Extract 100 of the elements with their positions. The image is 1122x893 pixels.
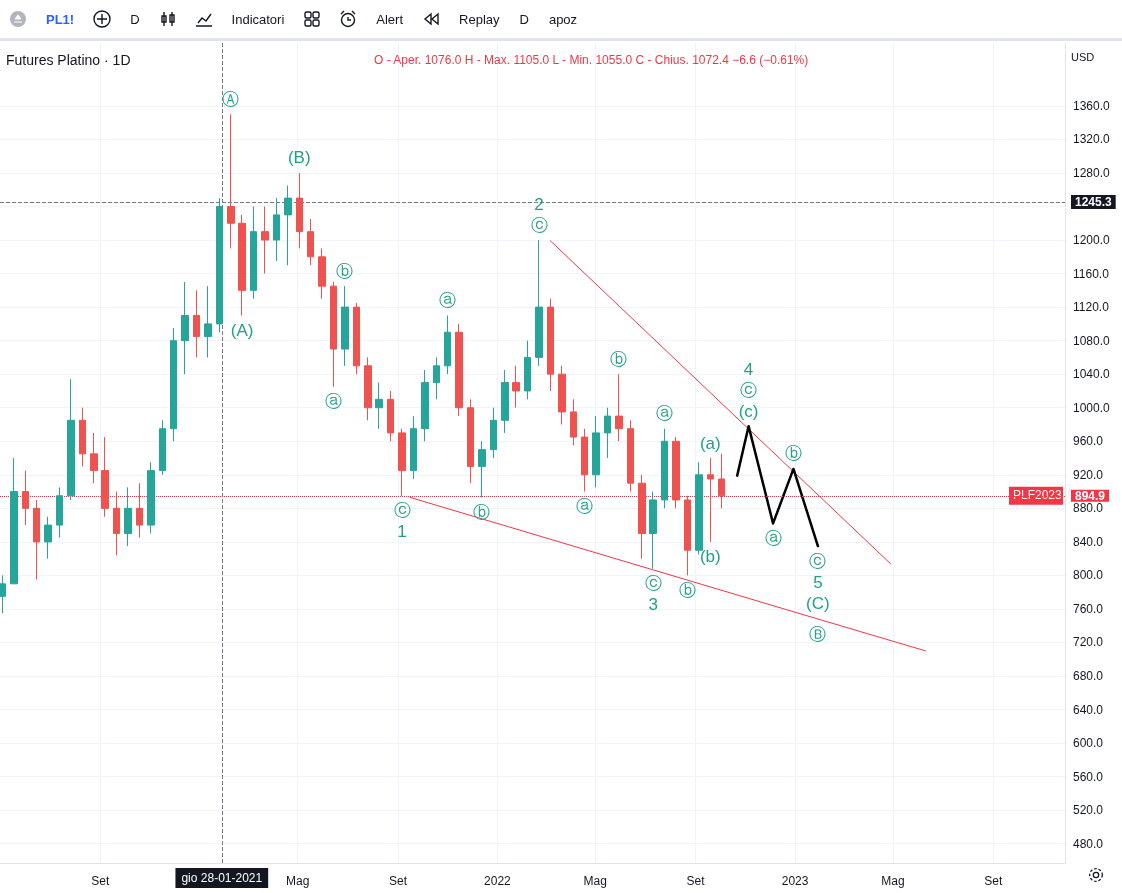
- candlestick: [101, 436, 109, 518]
- candlestick: [159, 419, 166, 476]
- annotation: ⓑ: [473, 502, 491, 522]
- candlestick: [170, 327, 177, 442]
- candlestick: [22, 470, 29, 526]
- candlestick: [444, 314, 451, 375]
- y-tick-label: 1120.0: [1073, 300, 1110, 315]
- candlestick: [581, 428, 588, 493]
- y-tick-label: 680.0: [1073, 669, 1104, 684]
- candlestick: [478, 440, 486, 498]
- x-tick-label: Mag: [285, 874, 310, 888]
- annotation: 3: [648, 595, 658, 615]
- candlestick: [90, 432, 98, 484]
- annotation: 4: [743, 359, 754, 379]
- y-tick-label: 1360.0: [1073, 98, 1111, 113]
- annotation: 5: [813, 572, 823, 592]
- text: PL1!: [46, 11, 75, 27]
- y-tick-label: 600.0: [1073, 736, 1104, 751]
- annotation: (b): [699, 547, 721, 567]
- candlestick: [718, 453, 725, 509]
- text: Futures Platino · 1D: [6, 52, 131, 68]
- annotation: ⓑ: [610, 349, 628, 369]
- candlestick: [10, 457, 18, 585]
- annotation: 1: [397, 522, 407, 542]
- candlestick: [124, 486, 132, 547]
- x-tick-label: Set: [388, 874, 408, 888]
- candlestick: [238, 214, 246, 316]
- x-tick-label: 2023: [781, 874, 809, 888]
- candlestick: [284, 185, 292, 266]
- candlestick: [364, 356, 372, 421]
- y-tick-label: 560.0: [1073, 769, 1104, 784]
- y-tick-label: 520.0: [1073, 803, 1104, 818]
- candlestick: [707, 457, 714, 543]
- candlestick: [672, 436, 680, 509]
- y-axis-title: USD: [1071, 50, 1095, 63]
- candlestick: [421, 369, 429, 442]
- candlestick: [44, 516, 52, 560]
- candlestick: [547, 298, 554, 392]
- annotation: ⓑ: [784, 444, 802, 464]
- candlestick: [318, 247, 326, 300]
- y-tick-label: 1245.3: [1075, 195, 1113, 210]
- candlestick: [33, 499, 40, 581]
- text: O - Aper. 1076.0 H - Max. 1105.0 L - Min. 1055.0 C - Chius. 1072.4 −6.6 (−0.61%): [374, 53, 809, 67]
- annotation: ⓑ: [678, 580, 696, 600]
- candlestick: [558, 365, 566, 425]
- annotation: ⓐ: [325, 392, 343, 412]
- annotation: ⓐ: [764, 528, 782, 548]
- candlestick: [638, 474, 646, 560]
- candlestick: [467, 398, 474, 484]
- candlestick: [0, 574, 6, 614]
- candlestick: [398, 428, 406, 497]
- annotation: ⓐ: [576, 497, 594, 517]
- candlestick: [512, 365, 520, 409]
- y-tick-label: 800.0: [1073, 568, 1104, 583]
- x-tick-label: Set: [984, 874, 1003, 888]
- candlestick: [375, 382, 383, 430]
- candlestick: [490, 407, 497, 459]
- y-tick-label: 1200.0: [1073, 233, 1111, 248]
- candlestick: [615, 373, 623, 442]
- annotation: ⓐ: [656, 404, 674, 424]
- candlestick: [341, 285, 349, 367]
- text: Replay: [459, 11, 500, 27]
- candlestick: [56, 486, 63, 539]
- y-tick-label: 640.0: [1073, 702, 1104, 717]
- annotation: Ⓑ: [809, 624, 827, 644]
- x-tick-label: Set: [91, 874, 110, 888]
- candlestick: [261, 206, 269, 275]
- candlestick: [433, 356, 440, 400]
- candlestick: [353, 302, 360, 375]
- candlestick: [216, 197, 223, 333]
- text: D: [519, 11, 529, 27]
- ref-line-label: gio 28-01-2021: [181, 871, 263, 885]
- candlestick: [649, 491, 657, 570]
- candlestick: [307, 218, 314, 266]
- candlestick: [627, 419, 634, 493]
- candlestick: [79, 407, 86, 467]
- x-tick-label: 2022: [484, 874, 512, 888]
- annotation: (c): [738, 401, 759, 421]
- annotation: ⓒ: [740, 380, 758, 400]
- y-tick-label: 1080.0: [1073, 333, 1111, 348]
- annotation: ⓒ: [393, 501, 411, 521]
- y-tick-label: 1320.0: [1073, 132, 1111, 147]
- candlestick: [67, 378, 75, 501]
- candlestick: [204, 285, 212, 358]
- y-tick-label: 920.0: [1073, 467, 1104, 482]
- y-tick-label: 720.0: [1073, 635, 1104, 650]
- candlestick: [273, 197, 280, 262]
- candlestick: [455, 323, 463, 417]
- candlestick: [181, 281, 189, 375]
- annotation: (C): [806, 593, 830, 613]
- y-tick-label: 840.0: [1073, 534, 1104, 549]
- annotation: (B): [287, 148, 311, 168]
- annotation: (A): [230, 320, 254, 340]
- candlestick: [296, 172, 303, 249]
- candlestick: [592, 415, 600, 488]
- candlestick: [570, 398, 577, 446]
- annotation: ⓐ: [439, 290, 457, 310]
- candlestick: [684, 495, 691, 576]
- y-tick-label: 1280.0: [1073, 165, 1111, 180]
- candlestick: [524, 340, 531, 400]
